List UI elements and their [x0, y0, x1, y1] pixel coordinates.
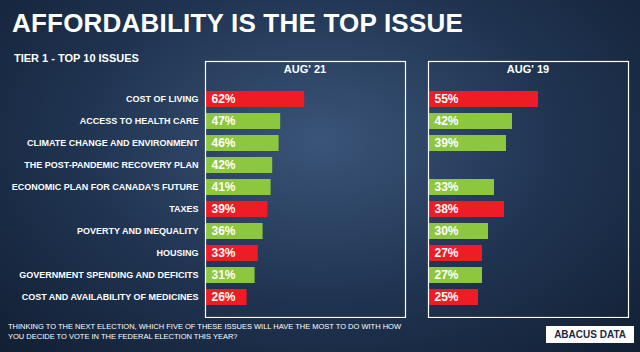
svg-text:HOUSING: HOUSING [156, 248, 198, 258]
svg-text:ACCESS TO HEALTH CARE: ACCESS TO HEALTH CARE [80, 116, 199, 126]
svg-text:30%: 30% [435, 224, 459, 238]
html-text:AFFORDABILITY IS THE TOP ISSUE: AFFORDABILITY IS THE TOP ISSUE [12, 8, 463, 38]
svg-text:33%: 33% [212, 246, 236, 260]
svg-text:GOVERNMENT SPENDING AND DEFICI: GOVERNMENT SPENDING AND DEFICITS [19, 270, 198, 280]
svg-text:39%: 39% [435, 136, 459, 150]
svg-text:27%: 27% [435, 268, 459, 282]
svg-text:27%: 27% [435, 246, 459, 260]
html-text:AUG' 21: AUG' 21 [283, 63, 327, 75]
svg-text:36%: 36% [212, 224, 236, 238]
html-text:TIER 1 - TOP 10 ISSUES: TIER 1 - TOP 10 ISSUES [14, 52, 139, 64]
svg-text:42%: 42% [212, 158, 236, 172]
svg-text:33%: 33% [435, 180, 459, 194]
svg-text:38%: 38% [435, 202, 459, 216]
svg-text:55%: 55% [435, 92, 459, 106]
svg-text:47%: 47% [212, 114, 236, 128]
html-text:THINKING TO THE NEXT ELECTION,: THINKING TO THE NEXT ELECTION, WHICH FIV… [8, 322, 401, 341]
svg-text:39%: 39% [212, 202, 236, 216]
svg-text:COST AND AVAILABILITY OF MEDIC: COST AND AVAILABILITY OF MEDICINES [22, 292, 199, 302]
svg-text:42%: 42% [435, 114, 459, 128]
svg-text:26%: 26% [212, 290, 236, 304]
svg-text:TAXES: TAXES [169, 204, 198, 214]
svg-text:COST OF LIVING: COST OF LIVING [126, 94, 199, 104]
svg-text:THE POST-PANDEMIC RECOVERY PLA: THE POST-PANDEMIC RECOVERY PLAN [24, 160, 198, 170]
html-text:ABACUS DATA: ABACUS DATA [554, 329, 626, 340]
svg-text:POVERTY AND INEQUALITY: POVERTY AND INEQUALITY [77, 226, 199, 236]
svg-text:CLIMATE CHANGE AND ENVIRONMENT: CLIMATE CHANGE AND ENVIRONMENT [27, 138, 199, 148]
svg-text:62%: 62% [212, 92, 236, 106]
html-text:AUG' 19: AUG' 19 [506, 63, 550, 75]
svg-text:41%: 41% [212, 180, 236, 194]
svg-text:25%: 25% [435, 290, 459, 304]
svg-text:31%: 31% [212, 268, 236, 282]
svg-text:ECONOMIC PLAN FOR CANADA'S FUT: ECONOMIC PLAN FOR CANADA'S FUTURE [12, 182, 199, 192]
svg-text:46%: 46% [212, 136, 236, 150]
